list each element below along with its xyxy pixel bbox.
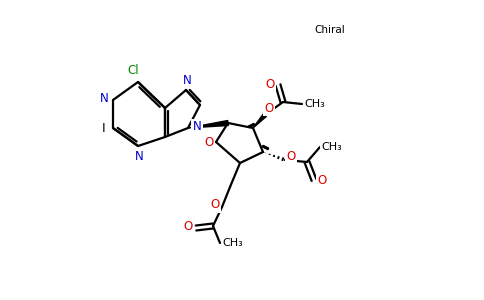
Text: Cl: Cl bbox=[127, 64, 139, 76]
Text: I: I bbox=[102, 122, 106, 134]
Text: N: N bbox=[100, 92, 108, 104]
Text: O: O bbox=[318, 173, 327, 187]
Text: CH₃: CH₃ bbox=[223, 238, 243, 248]
Text: N: N bbox=[193, 121, 201, 134]
Text: O: O bbox=[287, 149, 296, 163]
Text: N: N bbox=[135, 149, 143, 163]
Text: N: N bbox=[182, 74, 191, 86]
Text: O: O bbox=[204, 136, 213, 148]
Text: O: O bbox=[265, 77, 274, 91]
Polygon shape bbox=[188, 121, 228, 128]
Text: O: O bbox=[264, 101, 273, 115]
Text: CH₃: CH₃ bbox=[322, 142, 342, 152]
Polygon shape bbox=[253, 114, 267, 128]
Text: Chiral: Chiral bbox=[315, 25, 346, 35]
Text: CH₃: CH₃ bbox=[304, 99, 325, 109]
Text: O: O bbox=[183, 220, 193, 232]
Text: O: O bbox=[211, 199, 220, 212]
